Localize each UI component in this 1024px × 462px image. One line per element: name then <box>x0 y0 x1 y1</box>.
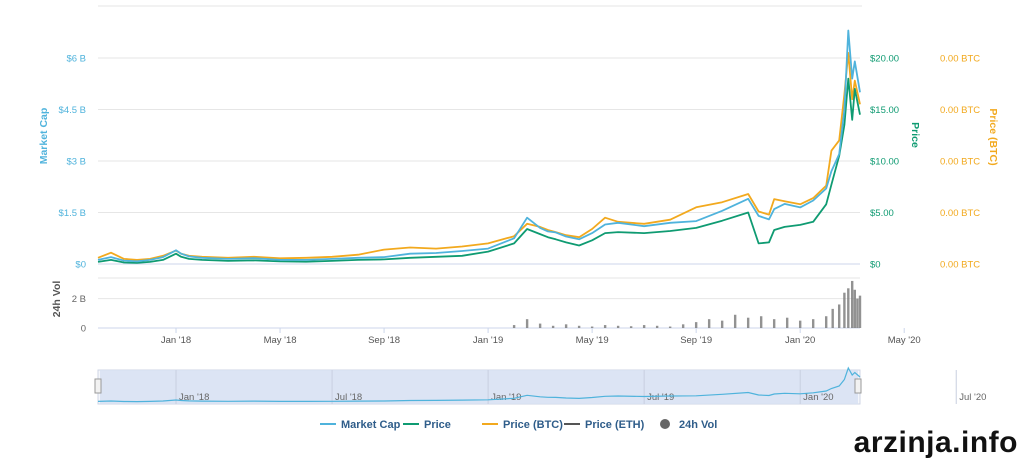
volume-bar <box>733 314 737 328</box>
price-btc-axis: 0.00 BTC 0.00 BTC 0.00 BTC 0.00 BTC 0.00 BTC <box>940 54 980 271</box>
legend-label-price-btc: Price (BTC) <box>503 419 563 431</box>
market-cap-axis: $0 $1.5 B $3 B $4.5 B $6 B <box>59 54 86 271</box>
volume-bar <box>798 320 802 328</box>
x-tick-label: Jan '19 <box>473 335 503 346</box>
volume-bar <box>694 322 698 328</box>
market-cap-axis-title: Market Cap <box>38 108 50 165</box>
price-btc-tick-label: 0.00 BTC <box>940 157 980 168</box>
price-btc-tick-label: 0.00 BTC <box>940 54 980 65</box>
navigator-series <box>97 366 861 403</box>
series-lines <box>97 29 861 264</box>
price-tick-label: $20.00 <box>870 54 899 65</box>
volume-bar <box>850 280 854 328</box>
volume-bar <box>746 317 750 328</box>
x-tick-label: May '19 <box>576 335 609 346</box>
volume-bar <box>590 326 594 328</box>
volume-tick-label: 2 B <box>72 294 86 305</box>
price-tick-label: $10.00 <box>870 157 899 168</box>
volume-bar <box>831 308 834 328</box>
market-cap-tick-label: $4.5 B <box>59 105 86 116</box>
volume-bar <box>837 304 841 328</box>
legend-label-market-cap: Market Cap <box>341 419 401 431</box>
volume-bar <box>525 319 529 328</box>
legend: Market Cap Price Price (BTC) Price (ETH) 24h… <box>320 419 717 431</box>
market-cap-tick-label: $0 <box>75 260 86 271</box>
legend-label-price-eth: Price (ETH) <box>585 419 645 431</box>
navigator-tick-label: Jan '19 <box>491 392 521 403</box>
navigator-left-handle[interactable] <box>94 378 102 394</box>
volume-bar <box>720 320 724 328</box>
x-tick-label: Jan '18 <box>161 335 191 346</box>
navigator-right-handle[interactable] <box>854 378 862 394</box>
legend-label-24h-vol: 24h Vol <box>679 419 717 431</box>
navigator[interactable]: Jan '18 Jul '18 Jan '19 Jul '19 Jan '20 Jul '… <box>94 366 986 405</box>
volume-bar <box>858 295 862 328</box>
volume-bar <box>655 325 659 328</box>
volume-bar <box>629 326 633 328</box>
price-axis: $0 $5.00 $10.00 $15.00 $20.00 <box>870 54 899 271</box>
navigator-tick-label: Jul '18 <box>335 392 362 403</box>
price-btc-tick-label: 0.00 BTC <box>940 208 980 219</box>
navigator-tick-label: Jan '18 <box>179 392 209 403</box>
price-tick-label: $5.00 <box>870 208 894 219</box>
volume-tick-label: 0 <box>81 324 86 335</box>
legend-marker-24h-vol <box>660 419 670 429</box>
x-axis: Jan '18 May '18 Sep '18 Jan '19 May '19 Sep '… <box>161 328 921 346</box>
x-tick-label: Sep '19 <box>680 335 712 346</box>
volume-bar <box>681 324 685 328</box>
volume-bar <box>785 317 789 328</box>
volume-bar <box>772 319 776 328</box>
series-line-price <box>97 77 861 264</box>
price-tick-label: $0 <box>870 260 881 271</box>
price-axis-title: Price <box>909 122 921 148</box>
x-tick-label: Sep '18 <box>368 335 400 346</box>
navigator-axis: Jan '18 Jul '18 Jan '19 Jul '19 Jan '20 Jul '… <box>175 370 986 404</box>
volume-bar <box>642 325 646 328</box>
navigator-tick-label: Jan '20 <box>803 392 833 403</box>
volume-bar <box>564 324 568 328</box>
volume-bar <box>603 325 607 328</box>
navigator-tick-label: Jul '20 <box>959 392 986 403</box>
price-tick-label: $15.00 <box>870 105 899 116</box>
volume-bar <box>512 325 516 328</box>
watermark: arzinja.info <box>853 426 1018 459</box>
navigator-selection[interactable] <box>100 370 858 404</box>
volume-bar <box>811 319 815 328</box>
volume-bar <box>707 319 711 328</box>
x-tick-label: Jan '20 <box>785 335 815 346</box>
volume-bar <box>577 325 581 328</box>
volume-bar <box>538 323 542 328</box>
market-cap-tick-label: $6 B <box>66 54 86 65</box>
volume-grid <box>98 277 860 329</box>
legend-label-price: Price <box>424 419 451 431</box>
market-cap-tick-label: $1.5 B <box>59 208 86 219</box>
x-tick-label: May '18 <box>264 335 297 346</box>
volume-bar <box>759 316 763 328</box>
volume-bar <box>843 292 846 328</box>
volume-bar <box>853 289 856 328</box>
volume-bar <box>856 298 859 328</box>
volume-bar <box>668 326 672 328</box>
volume-bar <box>824 316 828 328</box>
volume-bars <box>512 280 862 328</box>
navigator-market-cap-line <box>97 366 861 403</box>
volume-bar <box>847 288 850 328</box>
price-btc-tick-label: 0.00 BTC <box>940 260 980 271</box>
price-btc-axis-title: Price (BTC) <box>987 108 999 165</box>
x-tick-label: May '20 <box>888 335 921 346</box>
navigator-tick-label: Jul '19 <box>647 392 674 403</box>
series-line-price-btc <box>97 52 861 261</box>
volume-axis-title: 24h Vol <box>51 281 63 318</box>
volume-bar <box>616 325 620 328</box>
main-plot-grid <box>98 57 860 265</box>
market-cap-tick-label: $3 B <box>66 157 86 168</box>
series-line-market-cap <box>97 29 861 263</box>
volume-axis: 0 2 B <box>72 294 86 334</box>
price-btc-tick-label: 0.00 BTC <box>940 105 980 116</box>
volume-bar <box>551 325 555 328</box>
